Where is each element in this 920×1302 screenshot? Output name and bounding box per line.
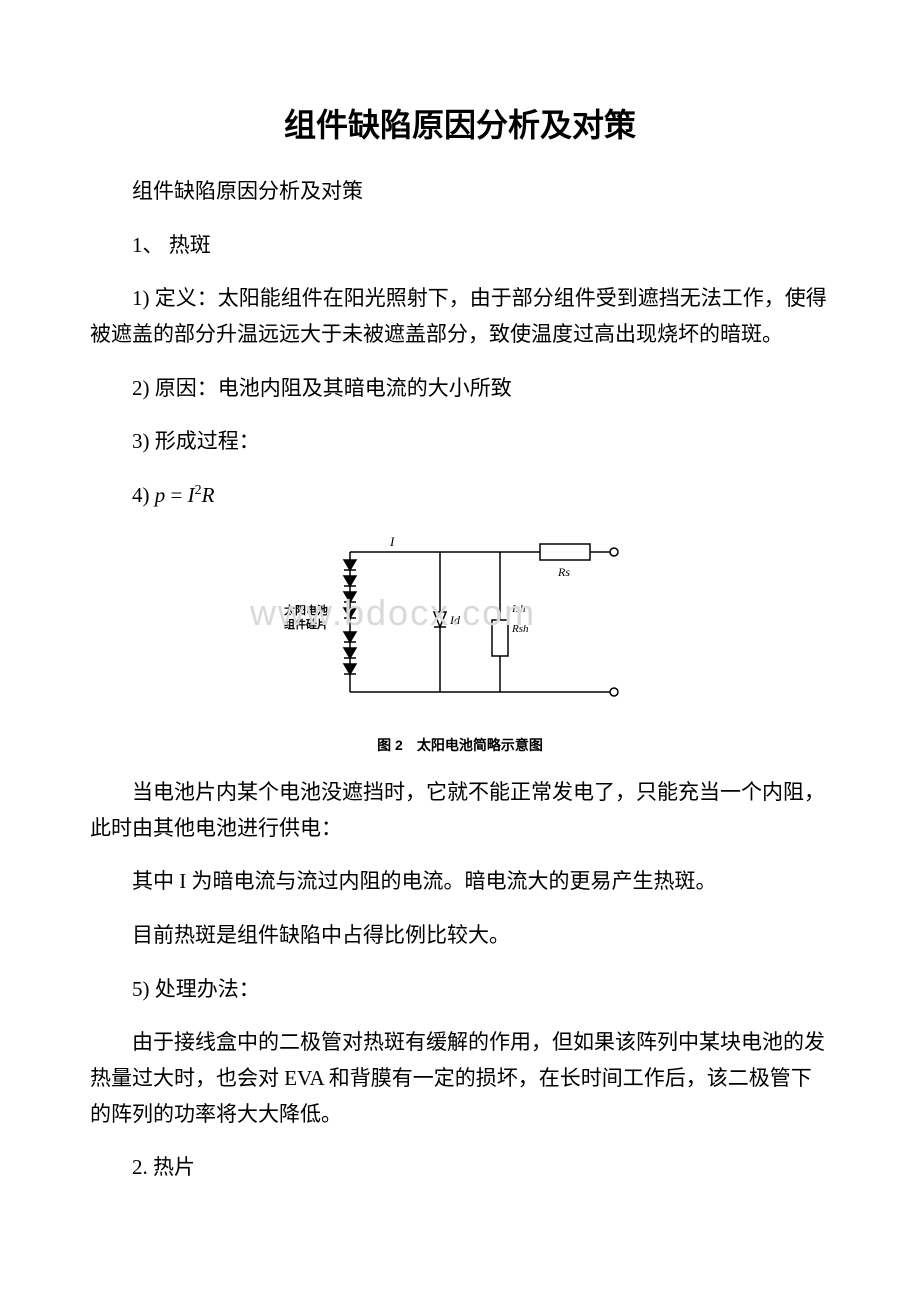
formula-equals: = [165, 483, 187, 507]
solution-paragraph: 由于接线盒中的二极管对热斑有缓解的作用，但如果该阵列中某块电池的发热量过大时，也… [90, 1025, 830, 1132]
formula-prefix: 4) [132, 483, 155, 507]
circuit-diagram-svg: I Id Ish Rsh Rs 太阳电池 组件硅片 [280, 532, 640, 722]
solution-heading: 5) 处理办法： [90, 972, 830, 1008]
diagram-side-label-2: 组件硅片 [284, 617, 328, 631]
diagram-label-rsh: Rsh [511, 623, 529, 635]
page-title: 组件缺陷原因分析及对策 [90, 100, 830, 146]
formula-line: 4) p = I2R [90, 478, 830, 514]
diagram-label-i-top: I [389, 534, 395, 549]
formula-variable-r: R [202, 483, 215, 507]
explanation-paragraph-1: 当电池片内某个电池没遮挡时，它就不能正常发电了，只能充当一个内阻，此时由其他电池… [90, 775, 830, 846]
explanation-paragraph-3: 目前热斑是组件缺陷中占得比例比较大。 [90, 918, 830, 954]
circuit-diagram-wrapper: www.bdocx.com [90, 532, 830, 755]
formula-exponent: 2 [195, 483, 202, 498]
section-2-heading: 2. 热片 [90, 1150, 830, 1186]
formula-variable-p: p [155, 483, 166, 507]
process-paragraph: 3) 形成过程： [90, 424, 830, 460]
diagram-caption: 图 2 太阳电池简略示意图 [90, 735, 830, 755]
diagram-label-id: Id [449, 613, 461, 627]
diagram-label-ish: Ish [511, 603, 526, 615]
formula-variable-i: I [188, 483, 195, 507]
subtitle-text: 组件缺陷原因分析及对策 [90, 174, 830, 210]
explanation-paragraph-2: 其中 I 为暗电流与流过内阻的电流。暗电流大的更易产生热斑。 [90, 864, 830, 900]
definition-paragraph: 1) 定义：太阳能组件在阳光照射下，由于部分组件受到遮挡无法工作，使得被遮盖的部… [90, 281, 830, 352]
reason-paragraph: 2) 原因：电池内阻及其暗电流的大小所致 [90, 371, 830, 407]
section-1-heading: 1、 热斑 [90, 228, 830, 264]
diagram-side-label-1: 太阳电池 [283, 603, 328, 617]
diagram-label-rs: Rs [557, 565, 570, 579]
